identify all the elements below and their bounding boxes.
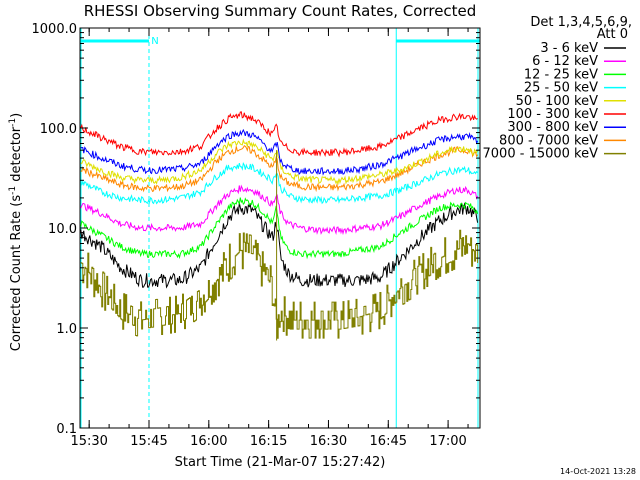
series-line-0 xyxy=(80,202,479,289)
y-tick-label-0: 0.1 xyxy=(56,422,77,437)
legend-label-0: 3 - 6 keV xyxy=(540,41,598,56)
series-line-5 xyxy=(80,111,478,158)
series-line-3 xyxy=(80,161,478,205)
series-line-2 xyxy=(80,197,479,260)
footer-timestamp: 14-Oct-2021 13:28 xyxy=(560,467,636,476)
x-tick-label-3: 16:15 xyxy=(250,434,287,449)
legend-label-4: 50 - 100 keV xyxy=(516,94,599,109)
y-axis-label: Corrected Count Rate (s-1 detector-1) xyxy=(8,113,24,351)
y-axis-label-mid: detector xyxy=(9,126,24,186)
night-intervals xyxy=(80,28,480,428)
legend-label-6: 300 - 800 keV xyxy=(507,120,598,135)
legend-header-line-1: Det 1,3,4,5,6,9, xyxy=(530,15,632,30)
x-tick-label-4: 16:30 xyxy=(310,434,347,449)
saa-flag-label: N xyxy=(151,36,158,47)
plot-axes xyxy=(79,27,481,429)
legend-header-line-2: Att 0 xyxy=(597,27,628,42)
y-axis-label-end: ) xyxy=(9,113,24,118)
y-axis-label-main: Corrected Count Rate (s xyxy=(9,195,24,352)
x-tick-label-5: 16:45 xyxy=(370,434,407,449)
legend-label-2: 12 - 25 keV xyxy=(524,67,598,82)
series-line-8 xyxy=(80,229,479,339)
legend-label-7: 800 - 7000 keV xyxy=(499,133,598,148)
x-tick-label-0: 15:30 xyxy=(70,434,107,449)
x-tick-label-2: 16:00 xyxy=(190,434,227,449)
y-tick-label-3: 100.0 xyxy=(40,122,77,137)
legend-label-3: 25 - 50 keV xyxy=(524,81,598,96)
series-line-1 xyxy=(80,184,479,236)
series-line-7 xyxy=(80,144,479,193)
y-tick-label-4: 1000.0 xyxy=(32,22,78,37)
series-lines xyxy=(80,111,479,341)
legend-label-1: 6 - 12 keV xyxy=(532,54,598,69)
chart-title: RHESSI Observing Summary Count Rates, Co… xyxy=(84,2,477,20)
tick-labels: 0.1 1.0 10.0 100.0 1000.0 15:30 15:45 16:00 16:1… xyxy=(32,22,467,449)
y-axis-label-sup2: -1 xyxy=(8,118,18,127)
x-tick-label-6: 17:00 xyxy=(429,434,466,449)
legend-label-8: 7000 - 15000 keV xyxy=(483,147,599,162)
x-axis-label: Start Time (21-Mar-07 15:27:42) xyxy=(175,455,386,470)
y-tick-label-2: 10.0 xyxy=(48,222,77,237)
series-line-6 xyxy=(80,128,479,176)
y-axis-label-sup1: -1 xyxy=(8,186,18,195)
x-tick-label-1: 15:45 xyxy=(130,434,167,449)
legend-label-5: 100 - 300 keV xyxy=(507,107,598,122)
y-tick-label-1: 1.0 xyxy=(56,322,77,337)
